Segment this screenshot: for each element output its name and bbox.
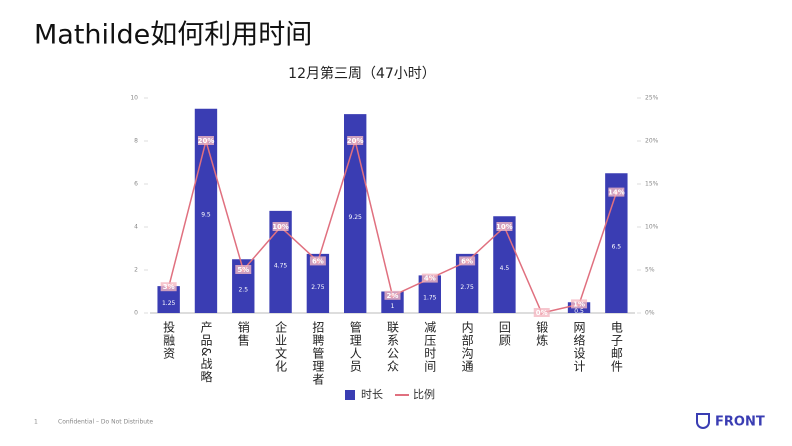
line-label-box (608, 187, 625, 197)
line-label-box (421, 273, 438, 283)
line-label: 14% (608, 189, 625, 197)
bar-label: 2.75 (460, 284, 474, 291)
line-label-box (272, 222, 289, 231)
page-number: 1 (34, 419, 38, 426)
line-label: 20% (198, 137, 215, 145)
line-label-box (459, 256, 476, 266)
x-tick-label: 网络设计 (572, 321, 586, 373)
x-tick-label: 内部沟通 (460, 321, 474, 373)
bar-label: 0.5 (574, 308, 584, 315)
line-label-box (309, 256, 326, 266)
line-label: 20% (347, 137, 364, 145)
brand: FRONT (715, 415, 765, 430)
x-tick-label: 联系公众 (386, 321, 400, 373)
x-tick-label: 企业文化 (274, 320, 288, 373)
legend-swatch (345, 390, 355, 400)
x-tick-label: 管理人员 (348, 320, 362, 373)
legend-label: 时长 (361, 388, 383, 401)
line-label: 10% (496, 223, 513, 231)
slide-title: Mathilde如何利用时间 (34, 20, 312, 51)
bar (157, 286, 180, 313)
x-tick-label: 电子邮件 (609, 321, 623, 373)
y2-tick-label: 20% (645, 138, 659, 145)
y2-tick-label: 15% (645, 181, 659, 188)
y-tick-label: 8 (134, 138, 138, 145)
y-tick-label: 6 (134, 181, 138, 188)
bar-label: 6.5 (612, 244, 622, 251)
bar-label: 1.75 (423, 295, 437, 302)
line-label: 5% (237, 266, 249, 274)
line-label-box (496, 222, 513, 231)
bar-label: 2.75 (311, 284, 325, 291)
bar (306, 253, 330, 313)
line-label-box (533, 308, 550, 317)
line-label: 2% (387, 292, 399, 300)
x-tick-label: 回顾 (497, 321, 511, 347)
y2-tick-label: 25% (645, 95, 659, 102)
x-tick-label: 销售 (236, 321, 250, 347)
line-label: 6% (461, 257, 473, 265)
bar (418, 275, 441, 313)
x-tick-label: 产品&战略 (199, 321, 213, 384)
legend-label: 比例 (413, 387, 435, 401)
bar-label: 4.5 (500, 265, 510, 272)
bar-label: 4.75 (274, 262, 288, 269)
y-tick-label: 2 (134, 267, 138, 274)
y2-tick-label: 5% (645, 267, 655, 274)
line-label-box (235, 265, 252, 274)
x-tick-label: 减压时间 (423, 321, 437, 373)
line-label: 1% (573, 300, 585, 308)
x-tick-label: 锻炼 (535, 321, 549, 347)
y-tick-label: 4 (134, 224, 138, 231)
bar (269, 210, 292, 313)
x-tick-label: 招聘管理者 (311, 321, 325, 386)
footer-note: Confidential – Do Not Distribute (58, 419, 153, 426)
bar (455, 253, 479, 313)
line-label: 0% (536, 309, 548, 317)
chart-title: 12月第三周（47小时） (288, 65, 436, 82)
line-label-box (384, 290, 401, 300)
line-label: 4% (424, 275, 436, 283)
bar-label: 1 (391, 303, 395, 310)
bar-label: 9.5 (201, 211, 211, 218)
line-label-box (197, 136, 214, 145)
x-tick-label: 投融资 (162, 320, 176, 360)
line-label-box (571, 299, 588, 309)
line-label: 6% (312, 257, 324, 265)
bar-label: 9.25 (349, 214, 363, 221)
brand-icon (696, 413, 710, 429)
bar-label: 1.25 (162, 300, 176, 307)
y2-tick-label: 0% (645, 310, 655, 317)
y-tick-label: 0 (134, 310, 138, 317)
line-label-box (160, 282, 177, 292)
line-label-box (347, 136, 364, 145)
y-tick-label: 10 (130, 95, 138, 102)
bar-label: 2.5 (238, 287, 248, 294)
line-label: 3% (163, 283, 175, 291)
y2-tick-label: 10% (645, 224, 659, 231)
line-label: 10% (272, 223, 289, 231)
